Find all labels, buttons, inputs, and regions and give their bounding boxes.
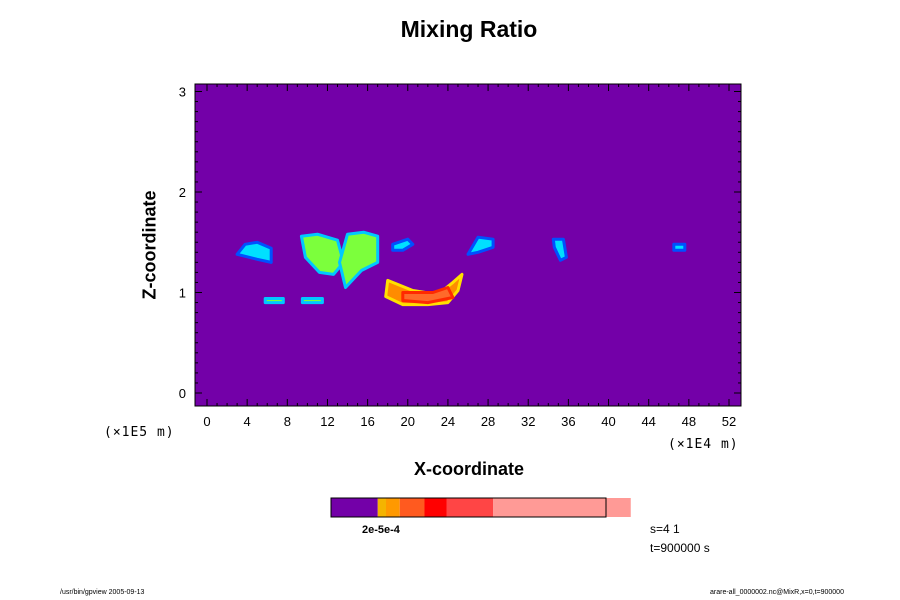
plot-background (195, 84, 741, 406)
field-feature-strip-a (263, 297, 285, 305)
colorbar-segment (493, 498, 631, 517)
field-feature-cloud-f (551, 237, 568, 262)
x-tick-label: 16 (360, 414, 374, 429)
field-feature-cloud-e (466, 235, 495, 256)
x-axis-label: X-coordinate (413, 459, 524, 479)
field-feature-cloud-a (235, 240, 273, 264)
x-tick-label: 52 (722, 414, 736, 429)
field-feature-cloud-c (338, 230, 380, 289)
colorbar-segment (331, 498, 378, 517)
x-scale-label: (×1E4 m) (668, 437, 739, 452)
x-tick-label: 20 (401, 414, 415, 429)
footer-source: arare-all_0000002.nc@MixR,x=0,t=900000 (710, 589, 844, 596)
colorbar-segment (399, 498, 425, 517)
field-feature-strip-b (300, 297, 324, 305)
chart-title: Mixing Ratio (400, 16, 538, 42)
y-tick-label: 3 (179, 85, 186, 100)
x-tick-label: 28 (481, 414, 495, 429)
colorbar-segment (386, 498, 400, 517)
x-tick-label: 44 (641, 414, 655, 429)
field-feature-cloud-b (299, 232, 345, 276)
colorbar-segment (446, 498, 494, 517)
x-tick-label: 0 (203, 414, 210, 429)
field-feature-core-b (401, 286, 455, 305)
y-tick-label: 2 (179, 185, 186, 200)
x-tick-label: 40 (601, 414, 615, 429)
field-feature-cloud-g (672, 242, 687, 252)
step-info: s=4 1 (650, 522, 680, 536)
x-tick-label: 48 (682, 414, 696, 429)
x-tick-label: 24 (441, 414, 455, 429)
colorbar-tick-label: 2e-5e-4 (362, 524, 400, 536)
time-info: t=900000 s (650, 541, 710, 555)
y-tick-label: 1 (179, 286, 186, 301)
x-tick-label: 4 (244, 414, 251, 429)
y-axis-label: Z-coordinate (139, 190, 160, 300)
colorbar-segment (424, 498, 447, 517)
x-tick-label: 8 (284, 414, 291, 429)
x-tick-label: 32 (521, 414, 535, 429)
colorbar-frame (330, 497, 607, 518)
colorbar (330, 497, 631, 518)
x-tick-label: 36 (561, 414, 575, 429)
field-feature-cloud-d (391, 237, 415, 252)
footer-command: /usr/bin/gpview 2005-09-13 (60, 589, 145, 596)
x-tick-label: 12 (320, 414, 334, 429)
y-scale-label: (×1E5 m) (104, 425, 175, 440)
colorbar-segment (377, 498, 386, 517)
y-tick-label: 0 (179, 386, 186, 401)
